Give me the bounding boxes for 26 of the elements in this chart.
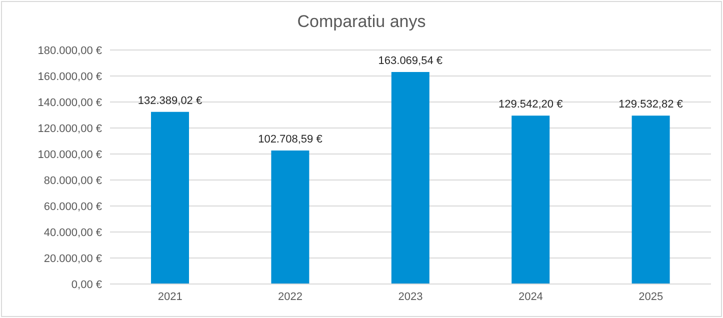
y-tick-label: 0,00 € bbox=[71, 278, 102, 291]
data-label: 102.708,59 € bbox=[258, 133, 322, 146]
y-tick-label: 160.000,00 € bbox=[38, 70, 102, 83]
bar bbox=[391, 72, 430, 284]
x-tick-label: 2025 bbox=[638, 290, 664, 303]
data-label: 132.389,02 € bbox=[138, 94, 202, 107]
y-tick-label: 140.000,00 € bbox=[38, 96, 102, 109]
x-tick-label: 2024 bbox=[518, 290, 543, 303]
y-tick-label: 180.000,00 € bbox=[38, 44, 102, 57]
chart-title: Comparatiu anys bbox=[296, 12, 427, 32]
x-tick-label: 2021 bbox=[158, 290, 182, 303]
y-tick-label: 20.000,00 € bbox=[44, 252, 102, 265]
data-label: 163.069,54 € bbox=[378, 55, 443, 68]
bar bbox=[512, 116, 550, 284]
bar bbox=[151, 112, 189, 284]
x-tick-label: 2023 bbox=[398, 290, 423, 303]
y-tick-label: 80.000,00 € bbox=[44, 174, 102, 187]
y-tick-label: 120.000,00 € bbox=[38, 122, 102, 135]
y-tick-label: 40.000,00 € bbox=[44, 226, 102, 239]
bar bbox=[632, 116, 670, 284]
data-label: 129.532,82 € bbox=[618, 98, 683, 111]
data-label: 129.542,20 € bbox=[498, 98, 563, 111]
y-tick-label: 100.000,00 € bbox=[38, 148, 102, 161]
x-tick-label: 2022 bbox=[278, 290, 303, 303]
bar bbox=[271, 150, 310, 284]
y-tick-label: 60.000,00 € bbox=[44, 200, 102, 213]
